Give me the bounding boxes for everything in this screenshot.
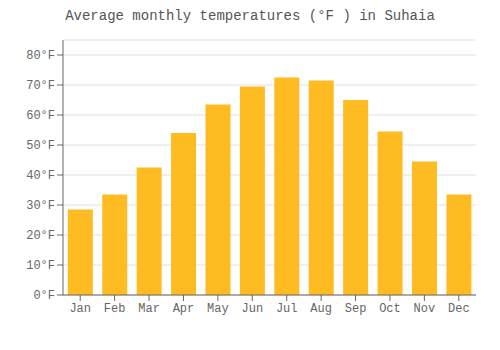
svg-text:0°F: 0°F [33, 289, 55, 303]
svg-text:60°F: 60°F [26, 109, 55, 123]
svg-text:Feb: Feb [104, 302, 126, 316]
svg-text:May: May [207, 302, 229, 316]
svg-text:80°F: 80°F [26, 49, 55, 63]
svg-text:Nov: Nov [414, 302, 436, 316]
svg-text:70°F: 70°F [26, 79, 55, 93]
svg-text:50°F: 50°F [26, 139, 55, 153]
svg-text:Aug: Aug [310, 302, 332, 316]
html-text:Average monthly temperatures (: Average monthly temperatures (°F ) in Su… [65, 8, 435, 24]
svg-text:Apr: Apr [173, 302, 195, 316]
svg-text:10°F: 10°F [26, 259, 55, 273]
svg-text:Jun: Jun [241, 302, 263, 316]
svg-text:Oct: Oct [379, 302, 401, 316]
svg-text:Dec: Dec [448, 302, 470, 316]
svg-text:Mar: Mar [138, 302, 160, 316]
svg-text:Jan: Jan [69, 302, 91, 316]
svg-text:40°F: 40°F [26, 169, 55, 183]
svg-text:20°F: 20°F [26, 229, 55, 243]
svg-text:Sep: Sep [345, 302, 367, 316]
svg-text:Jul: Jul [276, 302, 298, 316]
svg-text:30°F: 30°F [26, 199, 55, 213]
